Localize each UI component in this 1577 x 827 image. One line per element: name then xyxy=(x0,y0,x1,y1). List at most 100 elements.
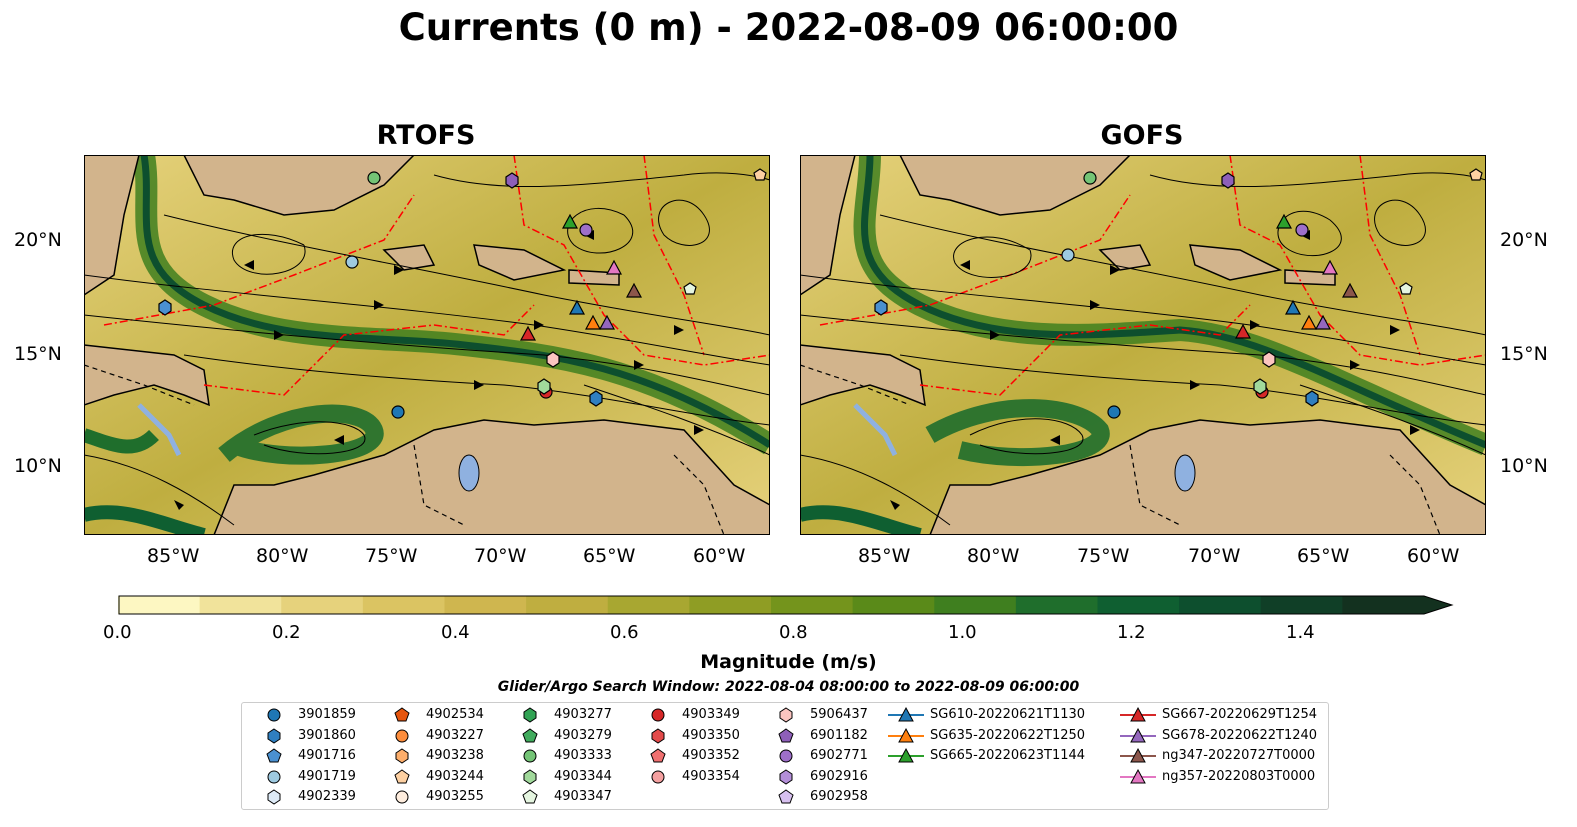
cb-tick-7: 1.4 xyxy=(1286,622,1315,643)
legend-entry-label: 4903347 xyxy=(554,789,612,804)
legend-entry-label: SG610-20220621T1130 xyxy=(930,707,1086,722)
legend-entry-label: 4903238 xyxy=(426,748,484,763)
legend-marker-hexagon-icon xyxy=(523,768,537,785)
lon-tick-75-right: 75°W xyxy=(1077,545,1130,567)
legend-entry-label: 4903344 xyxy=(554,768,612,784)
colorbar-segment xyxy=(934,596,1017,614)
legend-marker-pentagon-icon xyxy=(394,768,410,783)
legend-marker-triangle-icon xyxy=(1120,747,1156,763)
map-rtofs[interactable] xyxy=(84,155,770,535)
legend-entry-label: 3901859 xyxy=(298,707,356,722)
colorbar-segment xyxy=(444,596,527,614)
legend-marker-circle-icon xyxy=(395,790,409,804)
lat-tick-20-right: 20°N xyxy=(1500,229,1548,251)
lat-tick-15-right: 15°N xyxy=(1500,343,1548,365)
legend-entry-label: 4903255 xyxy=(426,789,484,804)
map-gofs[interactable] xyxy=(800,155,1486,535)
legend-marker-triangle-icon xyxy=(1120,706,1156,722)
colorbar-segment xyxy=(1015,596,1098,614)
search-window-text: Glider/Argo Search Window: 2022-08-04 08… xyxy=(497,679,1080,695)
legend-marker-circle-icon xyxy=(523,749,537,763)
panel-title-rtofs: RTOFS xyxy=(376,120,476,151)
legend-marker-triangle-icon xyxy=(888,747,924,763)
legend-marker-circle-icon xyxy=(267,708,281,722)
legend-marker-hexagon-icon xyxy=(267,727,281,744)
legend: 3901859 3901860 4901716 4901719 4902339 49025… xyxy=(241,702,1329,810)
legend-entry-label: 6901182 xyxy=(810,727,868,743)
legend-entry-label: 4903244 xyxy=(426,768,484,784)
colorbar-outline xyxy=(118,595,1454,615)
legend-entry-label: 5906437 xyxy=(810,707,868,722)
legend-marker-pentagon-icon xyxy=(522,727,538,742)
legend-entry-label: 4902534 xyxy=(426,707,484,722)
legend-marker-circle-icon xyxy=(267,770,281,783)
cb-tick-2: 0.4 xyxy=(441,622,470,643)
legend-entry-label: 6902958 xyxy=(810,789,868,804)
legend-entry-label: 4903279 xyxy=(554,727,612,743)
lon-tick-75-left: 75°W xyxy=(365,545,418,567)
legend-entry-label: 4903333 xyxy=(554,748,612,763)
lat-tick-15-left: 15°N xyxy=(14,343,62,365)
legend-marker-circle-icon xyxy=(651,708,665,722)
colorbar-segment xyxy=(689,596,772,614)
colorbar-segment xyxy=(1179,596,1262,614)
legend-entry-label: 4903350 xyxy=(682,727,740,743)
cb-tick-3: 0.6 xyxy=(610,622,639,643)
legend-marker-triangle-icon xyxy=(1120,768,1156,783)
legend-marker-pentagon-icon xyxy=(394,707,410,722)
lon-tick-60-left: 60°W xyxy=(693,545,746,567)
lon-tick-85-right: 85°W xyxy=(858,545,911,567)
legend-entry-label: SG665-20220623T1144 xyxy=(930,748,1086,763)
colorbar-label: Magnitude (m/s) xyxy=(700,651,877,673)
legend-entry-label: 4903277 xyxy=(554,707,612,722)
legend-entry-label: 3901860 xyxy=(298,727,356,743)
legend-marker-triangle-icon xyxy=(1120,727,1156,742)
legend-entry-label: ng347-20220727T0000 xyxy=(1162,748,1316,763)
lat-tick-10-left: 10°N xyxy=(14,455,62,477)
lon-tick-70-left: 70°W xyxy=(474,545,527,567)
legend-entry-label: SG635-20220622T1250 xyxy=(930,727,1086,743)
lon-tick-85-left: 85°W xyxy=(147,545,200,567)
legend-marker-pentagon-icon xyxy=(522,789,538,804)
legend-marker-triangle-icon xyxy=(888,706,924,722)
colorbar-segment xyxy=(852,596,935,614)
legend-entry-label: SG678-20220622T1240 xyxy=(1162,727,1318,743)
cb-tick-5: 1.0 xyxy=(948,622,977,643)
legend-entry-label: 4901716 xyxy=(298,748,356,763)
legend-marker-hexagon-icon xyxy=(779,768,793,785)
legend-marker-circle-icon xyxy=(651,770,665,783)
cb-tick-6: 1.2 xyxy=(1117,622,1146,643)
lon-tick-70-right: 70°W xyxy=(1188,545,1241,567)
lat-tick-20-left: 20°N xyxy=(14,229,62,251)
legend-marker-circle-icon xyxy=(779,749,793,763)
colorbar-segment xyxy=(1097,596,1180,614)
colorbar-segment xyxy=(771,596,854,614)
legend-marker-hexagon-icon xyxy=(651,727,665,744)
colorbar-segment xyxy=(1342,596,1425,614)
legend-entry-label: SG667-20220629T1254 xyxy=(1162,707,1318,722)
legend-marker-hexagon-icon xyxy=(779,707,793,723)
lon-tick-65-right: 65°W xyxy=(1297,545,1350,567)
legend-entry-label: 6902771 xyxy=(810,748,868,763)
figure-title: Currents (0 m) - 2022-08-09 06:00:00 xyxy=(398,6,1179,49)
colorbar-segment xyxy=(607,596,690,614)
legend-entry-label: 4903354 xyxy=(682,768,740,784)
legend-marker-hexagon-icon xyxy=(395,748,409,764)
colorbar-segment xyxy=(118,596,201,614)
legend-marker-triangle-icon xyxy=(888,727,924,742)
legend-entry-label: 4903352 xyxy=(682,748,740,763)
colorbar-segment xyxy=(1260,596,1343,614)
colorbar-segment xyxy=(281,596,364,614)
legend-entry-label: ng357-20220803T0000 xyxy=(1162,768,1316,784)
legend-marker-pentagon-icon xyxy=(778,727,794,742)
legend-marker-pentagon-icon xyxy=(266,748,282,763)
legend-marker-hexagon-icon xyxy=(523,707,537,723)
cb-tick-4: 0.8 xyxy=(779,622,808,643)
colorbar xyxy=(118,595,1454,615)
legend-marker-pentagon-icon xyxy=(650,748,666,763)
legend-marker-circle-icon xyxy=(395,729,409,742)
colorbar-segment xyxy=(526,596,609,614)
colorbar-extend-arrow xyxy=(1424,596,1452,614)
legend-entry-label: 4903349 xyxy=(682,707,740,722)
cb-tick-0: 0.0 xyxy=(103,622,132,643)
